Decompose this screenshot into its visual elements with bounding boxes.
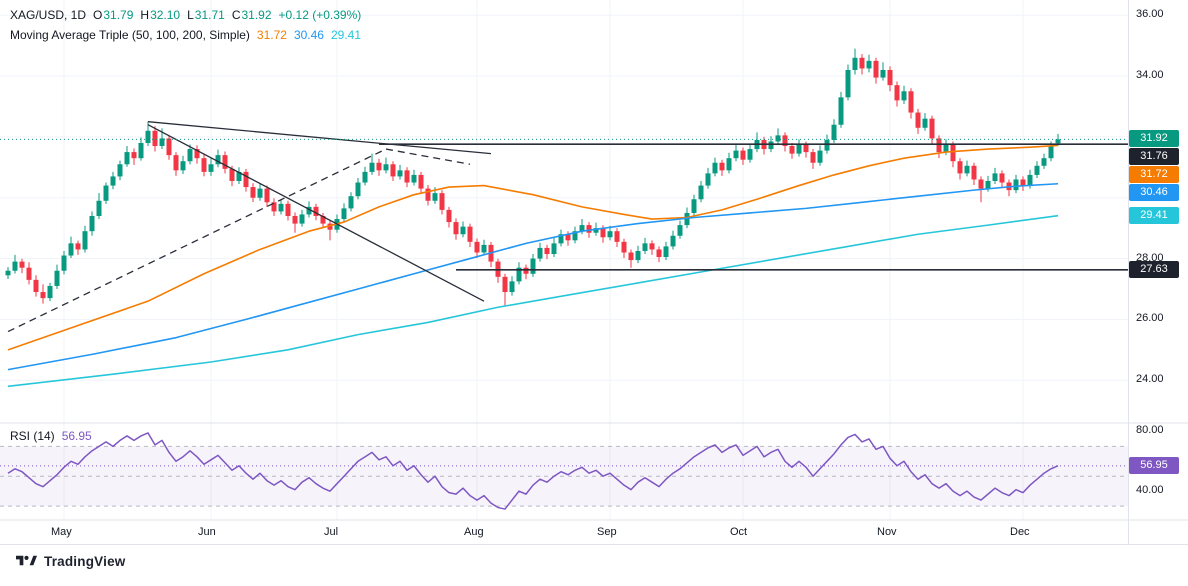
time-axis-label: May: [51, 526, 72, 538]
price-axis-badge: 27.63: [1129, 260, 1179, 278]
rsi-value: 56.95: [61, 429, 92, 443]
ohlc-high: H 32.10: [140, 8, 181, 22]
time-axis-label: Aug: [464, 526, 484, 538]
tradingview-brand-text: TradingView: [44, 553, 126, 569]
price-axis-badge: 29.41: [1129, 206, 1179, 224]
time-axis-label: Jul: [324, 526, 339, 538]
chart-grid: [0, 0, 1128, 520]
rsi-indicator-legend[interactable]: RSI (14) 56.95: [10, 429, 92, 443]
sma-100-line[interactable]: [7, 182, 1059, 371]
price-axis-badge: 31.72: [1129, 166, 1179, 184]
price-change: +0.12 (+0.39%): [278, 8, 362, 22]
rsi-bands: [0, 445, 1128, 507]
price-axis-badge: 31.76: [1129, 148, 1179, 166]
time-axis-label: Jun: [198, 526, 216, 538]
pane-separators: [0, 0, 1188, 545]
ma-indicator-legend[interactable]: Moving Average Triple (50, 100, 200, Sim…: [10, 28, 361, 42]
sma-50-line[interactable]: [7, 144, 1059, 351]
footer-branding[interactable]: TradingView: [16, 553, 125, 569]
ohlc-open: O 31.79: [93, 8, 134, 22]
price-axis-badge: 30.46: [1129, 184, 1179, 202]
price-tick-label: 26.00: [1136, 312, 1164, 325]
price-tick-label: 40.00: [1136, 484, 1164, 497]
time-axis-label: Nov: [877, 526, 897, 538]
time-axis-label: Dec: [1010, 526, 1030, 538]
ohlc-close: C 31.92: [231, 8, 272, 22]
sma-200-line[interactable]: [7, 214, 1059, 388]
ma-200-value: 29.41: [330, 28, 362, 42]
tradingview-logo-icon: [16, 555, 37, 566]
symbol-legend[interactable]: XAG/USD, 1D O 31.79 H 32.10 L 31.71 C 31.92 …: [10, 8, 361, 22]
ma-100-value: 30.46: [293, 28, 324, 42]
price-tick-label: 80.00: [1136, 424, 1164, 437]
candlestick-series[interactable]: [5, 48, 1061, 306]
chart-canvas[interactable]: [0, 0, 1188, 545]
time-axis[interactable]: May Jun Jul Aug Sep Oct Nov Dec: [0, 520, 1128, 545]
rsi-indicator-title[interactable]: RSI (14): [10, 429, 55, 443]
price-axis-badge: 56.95: [1129, 456, 1179, 474]
price-tick-label: 24.00: [1136, 373, 1164, 386]
price-axis-badge: 31.92: [1129, 130, 1179, 148]
time-axis-label: Sep: [597, 526, 617, 538]
trend-line-drawings[interactable]: [7, 121, 1128, 333]
price-axis[interactable]: 36.0034.0032.0030.0028.0026.0024.0080.00…: [1128, 0, 1188, 545]
price-tick-label: 36.00: [1136, 8, 1164, 21]
symbol-title[interactable]: XAG/USD, 1D: [10, 8, 87, 22]
time-axis-label: Oct: [730, 526, 748, 538]
rsi-line[interactable]: [7, 432, 1059, 510]
price-tick-label: 34.00: [1136, 69, 1164, 82]
ma-indicator-title[interactable]: Moving Average Triple (50, 100, 200, Sim…: [10, 28, 250, 42]
ma-50-value: 31.72: [256, 28, 287, 42]
ohlc-low: L 31.71: [187, 8, 225, 22]
price-tick-label: 28.00: [1136, 251, 1164, 264]
